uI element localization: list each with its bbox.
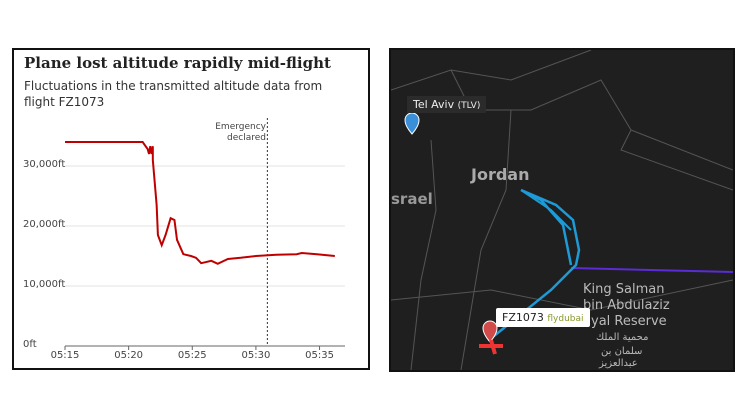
city-code: (TLV) (457, 101, 481, 111)
x-tick-label: 05:35 (305, 350, 334, 361)
reserve-label-ar: سلمان بن (601, 346, 643, 357)
altitude-line (65, 141, 335, 265)
country-label: srael (391, 190, 433, 208)
x-tick-label: 05:25 (178, 350, 207, 361)
reserve-label: bin Abdulaziz (583, 298, 670, 313)
y-tick-label: 0ft (23, 339, 37, 350)
x-tick-label: 05:20 (114, 350, 143, 361)
y-tick-label: 10,000ft (23, 279, 65, 290)
country-label: Jordan (471, 165, 530, 184)
x-tick-label: 05:30 (241, 350, 270, 361)
reserve-label-ar: عبدالعزيز (599, 358, 638, 369)
y-tick-label: 20,000ft (23, 219, 65, 230)
reserve-label: yal Reserve (591, 314, 667, 329)
reserve-label-ar: محمية الملك (596, 332, 649, 343)
reserve-label: King Salman (583, 282, 665, 297)
flight-number: FZ1073 (502, 311, 544, 324)
flight-label: FZ1073 flydubai (496, 308, 590, 327)
chart-panel: Plane lost altitude rapidly mid-flight F… (12, 48, 370, 370)
y-tick-label: 30,000ft (23, 159, 65, 170)
chart-subtitle: Fluctuations in the transmitted altitude… (24, 79, 323, 109)
x-tick-label: 05:15 (51, 350, 80, 361)
chart-title: Plane lost altitude rapidly mid-flight (24, 54, 331, 72)
map: Tel Aviv (TLV) Jordan srael King Salman … (389, 48, 735, 372)
airline: flydubai (547, 314, 584, 324)
annotation: Emergency declared (215, 122, 266, 143)
city-name: Tel Aviv (413, 98, 455, 111)
city-label: Tel Aviv (TLV) (407, 96, 487, 113)
